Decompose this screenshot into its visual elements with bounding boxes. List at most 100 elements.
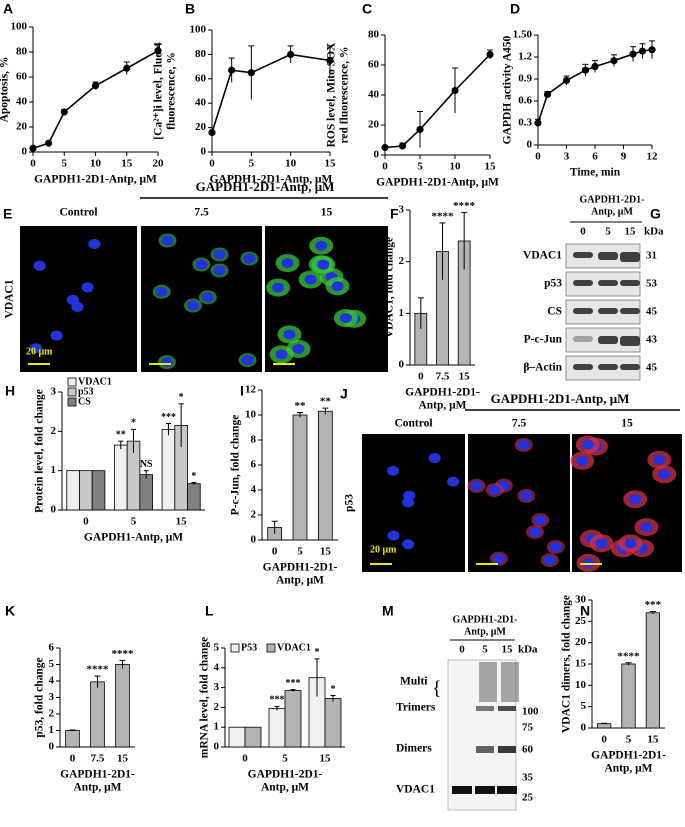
y-tick-label: 5 <box>49 658 55 670</box>
bar <box>645 612 660 729</box>
image-group-title: GAPDH1-2D1-Antp, μM <box>196 179 335 194</box>
significance: **** <box>453 200 476 212</box>
bar <box>597 723 612 729</box>
y-tick-label: 10 <box>245 409 257 421</box>
point <box>610 57 618 65</box>
nucleus <box>213 265 226 276</box>
legend-swatch <box>230 643 240 653</box>
band <box>620 252 640 262</box>
point <box>638 47 647 55</box>
significance: * <box>131 418 136 429</box>
marker-kda: 60 <box>522 744 534 756</box>
x-tick-label: 5 <box>62 158 68 170</box>
point <box>123 64 131 72</box>
smear <box>501 662 519 702</box>
nucleus <box>281 258 294 269</box>
y-tick-label: 60 <box>195 72 207 84</box>
y-tick-label: 0 <box>22 146 28 158</box>
x-tick-label: 7.5 <box>91 753 105 765</box>
y-tick-label: 10 <box>575 679 587 691</box>
bar <box>79 470 93 511</box>
nucleus <box>528 526 541 537</box>
nucleus <box>402 539 415 550</box>
nucleus <box>304 274 317 285</box>
x-tick-label: 15 <box>320 546 332 558</box>
nucleus <box>403 490 416 501</box>
bar <box>284 690 302 748</box>
y-axis-label: fluorescence, % <box>166 52 178 130</box>
band <box>498 706 516 711</box>
panel-letter: I <box>240 383 244 399</box>
y-tick-label: 3 <box>49 691 55 703</box>
panel-letter: J <box>340 386 348 402</box>
marker-kda: 35 <box>522 772 534 784</box>
bar <box>244 726 262 748</box>
y-tick-label: 0 <box>51 504 57 516</box>
fit-line <box>211 53 331 133</box>
point <box>591 62 599 71</box>
bar <box>621 663 636 729</box>
y-axis-label: [Ca²⁺]i level, Fluo-4 <box>153 42 165 140</box>
x-tick-label: 5 <box>131 516 137 528</box>
point <box>581 66 590 74</box>
nucleus <box>155 286 168 297</box>
nucleus <box>88 238 101 249</box>
band-label: Dimers <box>396 743 432 755</box>
y-axis-label: GAPDH activity A450 <box>502 35 514 144</box>
y-tick-label: 1 <box>51 464 57 476</box>
point <box>534 119 542 127</box>
bar <box>317 410 333 541</box>
y-tick-label: 2 <box>51 425 57 437</box>
x-axis-label: Time, min <box>570 167 621 179</box>
x-axis-label: GAPDH1-2D1- <box>263 562 338 574</box>
nucleus <box>283 329 296 340</box>
lane-label: 0 <box>459 644 465 656</box>
band <box>475 786 495 794</box>
x-axis-label: GAPDH1-2D1- <box>405 387 480 399</box>
nucleus <box>339 313 352 324</box>
legend-label: CS <box>78 396 91 407</box>
point <box>648 46 656 54</box>
nucleus <box>582 557 595 568</box>
significance: ** <box>320 396 332 408</box>
x-tick-label: 5 <box>626 734 632 746</box>
y-tick-label: 40 <box>195 97 207 109</box>
y-tick-label: 30 <box>575 594 587 606</box>
y-tick-label: 1 <box>49 724 55 736</box>
y-tick-label: 4 <box>214 661 220 673</box>
y-tick-label: 40 <box>16 96 28 108</box>
significance: **** <box>618 650 641 662</box>
nucleus <box>470 480 483 491</box>
band <box>573 336 593 342</box>
bar <box>268 707 286 748</box>
y-tick-label: 0 <box>527 139 533 151</box>
y-tick-label: 0 <box>49 741 55 753</box>
scale-bar-label: 20 μm <box>370 544 397 555</box>
band <box>620 336 640 346</box>
x-tick-label: 5 <box>417 161 423 173</box>
column-label: 15 <box>621 418 633 430</box>
x-axis-label: Antp, μM <box>73 782 121 794</box>
nucleus <box>29 343 42 354</box>
x-axis-label: Antp, μM <box>276 575 324 587</box>
unit-label: kDa <box>644 226 664 238</box>
x-tick-label: 15 <box>121 158 133 170</box>
x-axis-label: GAPDH1-2D1-Antp, μM <box>210 174 333 186</box>
nucleus <box>549 541 562 552</box>
nucleus <box>81 282 94 293</box>
nucleus <box>292 343 305 354</box>
nucleus <box>492 553 505 564</box>
nucleus <box>543 555 556 566</box>
panel-letter: N <box>580 603 590 619</box>
y-tick-label: 0.6 <box>518 95 532 107</box>
legend-label: VDAC1 <box>78 376 112 387</box>
blot-row-label: p53 <box>544 278 562 290</box>
y-tick-label: 3 <box>214 681 220 693</box>
y-tick-label: 3 <box>399 204 405 216</box>
x-tick-label: 5 <box>282 753 288 765</box>
point <box>208 128 216 137</box>
y-tick-label: 1 <box>399 307 405 319</box>
y-tick-label: 0 <box>251 534 257 546</box>
y-tick-label: 60 <box>16 71 28 83</box>
